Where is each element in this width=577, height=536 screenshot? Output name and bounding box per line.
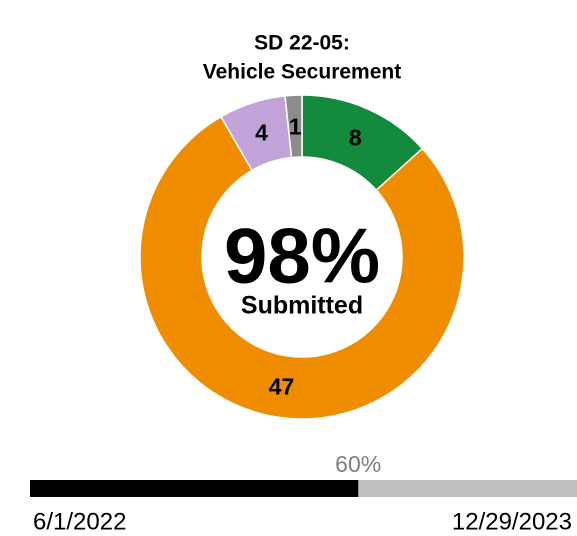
center-sublabel: Submitted — [241, 292, 363, 320]
center-label: 98% — [224, 212, 380, 300]
segment-label: 1 — [289, 113, 302, 139]
segment-label: 47 — [269, 373, 295, 399]
donut-segment — [284, 94, 303, 159]
chart-title: SD 22-05: — [254, 32, 350, 55]
progress-start: 6/1/2022 — [33, 508, 126, 535]
segment-label: 8 — [349, 124, 362, 150]
segment-label: 4 — [255, 119, 268, 145]
donut — [139, 94, 465, 420]
progress-end: 12/29/2023 — [452, 508, 572, 535]
donut-segment — [139, 115, 465, 420]
chart-title: Vehicle Securement — [203, 61, 401, 84]
progress-fill — [30, 480, 359, 497]
progress-label: 60% — [335, 451, 381, 477]
